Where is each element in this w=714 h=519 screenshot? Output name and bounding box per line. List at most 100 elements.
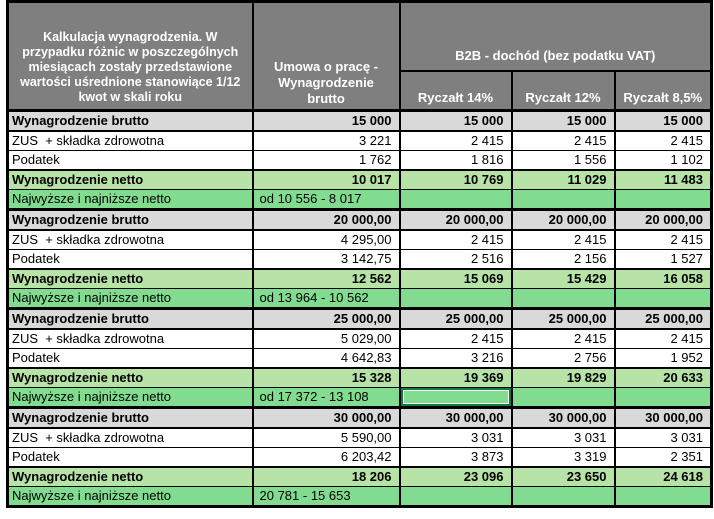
ryczalt-85-value-cell[interactable]: 2 415 — [613, 328, 713, 349]
row-label-cell[interactable]: Wynagrodzenie brutto — [6, 208, 254, 231]
ryczalt-85-value-cell[interactable]: 1 102 — [613, 150, 713, 171]
header-ryczalt-12-cell[interactable]: Ryczałt 12% — [510, 70, 616, 112]
ryczalt-85-value-cell[interactable]: 15 000 — [613, 109, 713, 132]
ryczalt-12-value-cell[interactable]: 2 756 — [510, 348, 616, 369]
ryczalt-12-value-cell[interactable]: 11 029 — [510, 169, 616, 190]
umowa-value-cell[interactable]: 18 206 — [251, 466, 401, 487]
umowa-value-cell[interactable]: 10 017 — [251, 169, 401, 190]
ryczalt-14-value-cell[interactable]: 3 031 — [398, 427, 513, 448]
umowa-value-cell[interactable]: 25 000,00 — [251, 307, 401, 330]
ryczalt-85-value-cell[interactable]: 20 633 — [613, 367, 713, 388]
ryczalt-12-value-cell[interactable]: 25 000,00 — [510, 307, 616, 330]
ryczalt-14-value-cell[interactable]: 2 415 — [398, 229, 513, 250]
row-label-cell[interactable]: ZUS + składka zdrowotna — [6, 229, 254, 250]
ryczalt-14-value-cell[interactable]: 23 096 — [398, 466, 513, 487]
ryczalt-85-value-cell[interactable]: 1 952 — [613, 348, 713, 369]
ryczalt-85-value-cell[interactable]: 24 618 — [613, 466, 713, 487]
row-label-cell[interactable]: Najwyższe i najniższe netto — [6, 387, 254, 409]
ryczalt-85-value-cell[interactable] — [613, 387, 713, 409]
ryczalt-85-value-cell[interactable]: 2 415 — [613, 229, 713, 250]
selected-cell[interactable] — [398, 387, 513, 409]
row-label-cell[interactable]: Podatek — [6, 447, 254, 468]
ryczalt-12-value-cell[interactable]: 30 000,00 — [510, 406, 616, 429]
ryczalt-14-value-cell[interactable]: 2 415 — [398, 328, 513, 349]
ryczalt-12-value-cell[interactable]: 15 429 — [510, 268, 616, 289]
ryczalt-85-value-cell[interactable]: 3 031 — [613, 427, 713, 448]
umowa-value-cell[interactable]: 3 221 — [251, 130, 401, 151]
row-label-cell[interactable]: Wynagrodzenie brutto — [6, 307, 254, 330]
umowa-value-cell[interactable]: 20 000,00 — [251, 208, 401, 231]
ryczalt-85-value-cell[interactable] — [613, 189, 713, 211]
ryczalt-14-value-cell[interactable] — [398, 189, 513, 211]
ryczalt-12-value-cell[interactable]: 2 156 — [510, 249, 616, 270]
ryczalt-12-value-cell[interactable]: 1 556 — [510, 150, 616, 171]
ryczalt-85-value-cell[interactable]: 2 415 — [613, 130, 713, 151]
ryczalt-14-value-cell[interactable]: 20 000,00 — [398, 208, 513, 231]
ryczalt-14-value-cell[interactable]: 3 873 — [398, 447, 513, 468]
ryczalt-14-value-cell[interactable]: 30 000,00 — [398, 406, 513, 429]
ryczalt-12-value-cell[interactable]: 2 415 — [510, 130, 616, 151]
ryczalt-85-value-cell[interactable]: 30 000,00 — [613, 406, 713, 429]
umowa-value-cell[interactable]: 1 762 — [251, 150, 401, 171]
row-label-cell[interactable]: ZUS + składka zdrowotna — [6, 328, 254, 349]
umowa-value-cell[interactable]: 15 000 — [251, 109, 401, 132]
row-label-cell[interactable]: Podatek — [6, 150, 254, 171]
umowa-value-cell[interactable]: 3 142,75 — [251, 249, 401, 270]
ryczalt-12-value-cell[interactable]: 15 000 — [510, 109, 616, 132]
header-ryczalt-85-cell[interactable]: Ryczałt 8,5% — [613, 70, 713, 112]
ryczalt-14-value-cell[interactable]: 1 816 — [398, 150, 513, 171]
row-label-cell[interactable]: ZUS + składka zdrowotna — [6, 130, 254, 151]
row-label-cell[interactable]: Najwyższe i najniższe netto — [6, 486, 254, 508]
umowa-value-cell[interactable]: 5 029,00 — [251, 328, 401, 349]
ryczalt-12-value-cell[interactable]: 19 829 — [510, 367, 616, 388]
umowa-value-cell[interactable]: 6 203,42 — [251, 447, 401, 468]
umowa-range-cell[interactable]: od 10 556 - 8 017 — [251, 189, 401, 211]
row-label-cell[interactable]: Wynagrodzenie netto — [6, 466, 254, 487]
row-label-cell[interactable]: Najwyższe i najniższe netto — [6, 288, 254, 310]
ryczalt-14-value-cell[interactable]: 15 069 — [398, 268, 513, 289]
row-label-cell[interactable]: ZUS + składka zdrowotna — [6, 427, 254, 448]
row-label-cell[interactable]: Podatek — [6, 249, 254, 270]
umowa-value-cell[interactable]: 5 590,00 — [251, 427, 401, 448]
ryczalt-14-value-cell[interactable]: 19 369 — [398, 367, 513, 388]
ryczalt-12-value-cell[interactable] — [510, 387, 616, 409]
row-label-cell[interactable]: Najwyższe i najniższe netto — [6, 189, 254, 211]
row-label-cell[interactable]: Wynagrodzenie netto — [6, 367, 254, 388]
umowa-value-cell[interactable]: 4 295,00 — [251, 229, 401, 250]
ryczalt-85-value-cell[interactable]: 20 000,00 — [613, 208, 713, 231]
ryczalt-12-value-cell[interactable]: 20 000,00 — [510, 208, 616, 231]
ryczalt-85-value-cell[interactable]: 1 527 — [613, 249, 713, 270]
header-ryczalt-14-cell[interactable]: Ryczałt 14% — [398, 70, 513, 112]
ryczalt-14-value-cell[interactable]: 2 415 — [398, 130, 513, 151]
header-umowa-cell[interactable]: Umowa o pracę - Wynagrodzenie brutto — [251, 1, 401, 111]
ryczalt-12-value-cell[interactable] — [510, 189, 616, 211]
ryczalt-14-value-cell[interactable] — [398, 288, 513, 310]
ryczalt-12-value-cell[interactable]: 3 319 — [510, 447, 616, 468]
umowa-value-cell[interactable]: 4 642,83 — [251, 348, 401, 369]
umowa-value-cell[interactable]: 12 562 — [251, 268, 401, 289]
ryczalt-12-value-cell[interactable] — [510, 288, 616, 310]
umowa-range-cell[interactable]: od 13 964 - 10 562 — [251, 288, 401, 310]
umowa-value-cell[interactable]: 15 328 — [251, 367, 401, 388]
ryczalt-14-value-cell[interactable]: 25 000,00 — [398, 307, 513, 330]
ryczalt-12-value-cell[interactable]: 23 650 — [510, 466, 616, 487]
header-description-cell[interactable]: Kalkulacja wynagrodzenia. W przypadku ró… — [6, 1, 254, 111]
ryczalt-14-value-cell[interactable]: 3 216 — [398, 348, 513, 369]
ryczalt-85-value-cell[interactable] — [613, 288, 713, 310]
ryczalt-12-value-cell[interactable]: 2 415 — [510, 328, 616, 349]
ryczalt-14-value-cell[interactable]: 15 000 — [398, 109, 513, 132]
ryczalt-14-value-cell[interactable]: 10 769 — [398, 169, 513, 190]
umowa-value-cell[interactable]: 30 000,00 — [251, 406, 401, 429]
row-label-cell[interactable]: Wynagrodzenie brutto — [6, 406, 254, 429]
ryczalt-14-value-cell[interactable]: 2 516 — [398, 249, 513, 270]
ryczalt-12-value-cell[interactable]: 2 415 — [510, 229, 616, 250]
umowa-range-cell[interactable]: od 17 372 - 13 108 — [251, 387, 401, 409]
row-label-cell[interactable]: Wynagrodzenie netto — [6, 268, 254, 289]
ryczalt-85-value-cell[interactable] — [613, 486, 713, 508]
row-label-cell[interactable]: Wynagrodzenie netto — [6, 169, 254, 190]
ryczalt-85-value-cell[interactable]: 16 058 — [613, 268, 713, 289]
ryczalt-85-value-cell[interactable]: 25 000,00 — [613, 307, 713, 330]
header-b2b-group-cell[interactable]: B2B - dochód (bez podatku VAT) — [398, 1, 713, 72]
ryczalt-12-value-cell[interactable] — [510, 486, 616, 508]
ryczalt-85-value-cell[interactable]: 2 351 — [613, 447, 713, 468]
